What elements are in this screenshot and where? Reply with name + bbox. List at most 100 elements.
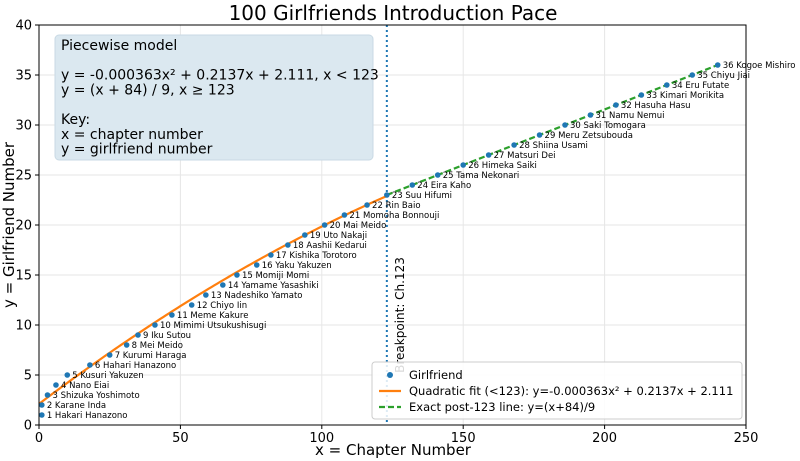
x-axis-label: x = Chapter Number: [315, 441, 472, 459]
axes: 0 50 100 150 200 250 0 5 10 15 20 25 30 35 40: [15, 19, 758, 447]
data-point: [714, 62, 721, 68]
point-label: 21 Momoha Bonnouji: [349, 211, 439, 221]
data-point: [39, 412, 45, 418]
data-point: [135, 332, 141, 338]
point-label: 10 Mimimi Utsukushisugi: [160, 321, 266, 331]
point-label: 6 Hahari Hanazono: [95, 361, 176, 371]
x-tick-label: 50: [172, 431, 189, 446]
fit-lines: [38, 63, 719, 405]
data-point: [106, 352, 113, 358]
data-point: [562, 122, 568, 128]
point-label: 19 Uto Nakaji: [310, 231, 367, 241]
x-tick-label: 100: [309, 431, 334, 446]
point-label: 23 Suu Hifumi: [392, 191, 452, 201]
annotation-line: y = -0.000363x² + 0.2137x + 2.111, x < 1…: [61, 68, 379, 84]
data-point: [64, 372, 71, 378]
data-point: [321, 222, 328, 228]
annotation-line: y = girlfriend number: [61, 142, 213, 158]
data-point: [364, 202, 370, 208]
legend-marker-girlfriend: [387, 372, 393, 378]
y-axis-label: y = Girlfriend Number: [0, 141, 18, 308]
data-points: [39, 62, 721, 418]
data-point: [341, 212, 348, 218]
annotation-line: y = (x + 84) / 9, x ≥ 123: [61, 82, 235, 98]
point-label: 7 Kurumi Haraga: [115, 351, 187, 361]
point-label: 13 Nadeshiko Yamato: [211, 291, 303, 301]
point-label: 12 Chiyo Iin: [197, 301, 247, 311]
breakpoint: Breakpoint: Ch.123: [385, 25, 407, 425]
data-point: [460, 162, 467, 168]
legend-entry: Girlfriend: [409, 368, 463, 382]
point-label: 27 Matsuri Dei: [494, 151, 556, 161]
data-point: [39, 402, 45, 408]
y-tick-label: 10: [15, 319, 32, 334]
y-tick-label: 30: [15, 119, 32, 134]
point-label: 11 Meme Kakure: [177, 311, 249, 321]
y-tick-label: 0: [24, 419, 32, 434]
data-point: [638, 92, 645, 98]
data-point: [384, 192, 390, 198]
breakpoint-label: Breakpoint: Ch.123: [393, 257, 407, 373]
point-label: 22 Rin Baio: [372, 201, 420, 211]
point-label: 15 Momiji Momi: [242, 271, 309, 281]
point-label: 28 Shiina Usami: [519, 141, 588, 151]
point-label: 26 Himeka Saiki: [468, 161, 537, 171]
point-label: 34 Eru Futate: [672, 81, 729, 91]
legend-entry: Exact post-123 line: y=(x+84)/9: [409, 400, 595, 414]
legend-frame: [371, 361, 743, 420]
data-point: [44, 392, 51, 398]
point-label: 17 Kishika Torotoro: [276, 251, 357, 261]
point-label: 16 Yaku Yakuzen: [262, 261, 332, 271]
annotation-box: Piecewise model y = -0.000363x² + 0.2137x…: [54, 34, 379, 161]
legend: Girlfriend Quadratic fit (<123): y=-0.000…: [371, 361, 743, 420]
data-point: [689, 72, 696, 78]
point-label: 8 Mei Meido: [132, 341, 183, 351]
data-point: [409, 182, 416, 188]
x-tick-label: 250: [734, 431, 759, 446]
y-tick-label: 35: [15, 69, 32, 84]
y-tick-label: 15: [15, 269, 32, 284]
data-point: [188, 302, 195, 308]
data-point: [613, 102, 619, 108]
point-label: 1 Hakari Hanazono: [47, 411, 128, 421]
data-point: [485, 152, 492, 158]
point-label: 2 Karane Inda: [47, 401, 106, 411]
point-label: 29 Meru Zetsubouda: [545, 131, 633, 141]
data-point: [268, 252, 274, 258]
annotation-line: Piecewise model: [61, 38, 177, 54]
data-point: [285, 242, 291, 248]
post-123-line: [386, 63, 719, 197]
data-point: [53, 382, 59, 388]
x-tick-label: 150: [451, 431, 476, 446]
y-tick-label: 5: [24, 369, 32, 384]
legend-entry: Quadratic fit (<123): y=-0.000363x² + 0.…: [409, 384, 733, 398]
point-label: 5 Kusuri Yakuzen: [72, 371, 143, 381]
point-label: 24 Eira Kaho: [417, 181, 471, 191]
point-label: 4 Nano Eiai: [61, 381, 109, 391]
data-point: [536, 132, 543, 138]
point-label: 20 Mai Meido: [330, 221, 387, 231]
x-tick-label: 0: [35, 431, 43, 446]
point-label: 25 Tama Nekonari: [443, 171, 520, 181]
x-tick-label: 200: [592, 431, 617, 446]
point-label: 14 Yamame Yasashiki: [228, 281, 319, 291]
data-point: [123, 342, 130, 348]
point-label: 35 Chiyu Jiai: [697, 71, 750, 81]
data-point: [511, 142, 517, 148]
data-point: [220, 282, 226, 288]
data-point: [253, 262, 260, 268]
point-label: 3 Shizuka Yoshimoto: [52, 391, 139, 401]
y-tick-label: 20: [15, 219, 32, 234]
point-label: 9 Iku Sutou: [143, 331, 191, 341]
data-point: [87, 362, 93, 368]
data-point: [203, 292, 209, 298]
data-point: [152, 322, 158, 328]
data-point: [587, 112, 594, 118]
point-label: 33 Kimari Morikita: [646, 91, 724, 101]
annotation-box-bg: [54, 34, 374, 161]
quadratic-fit-line: [38, 194, 388, 405]
data-point: [302, 232, 308, 238]
point-label: 36 Kogoe Mishiro: [723, 61, 796, 71]
data-point: [234, 272, 240, 278]
